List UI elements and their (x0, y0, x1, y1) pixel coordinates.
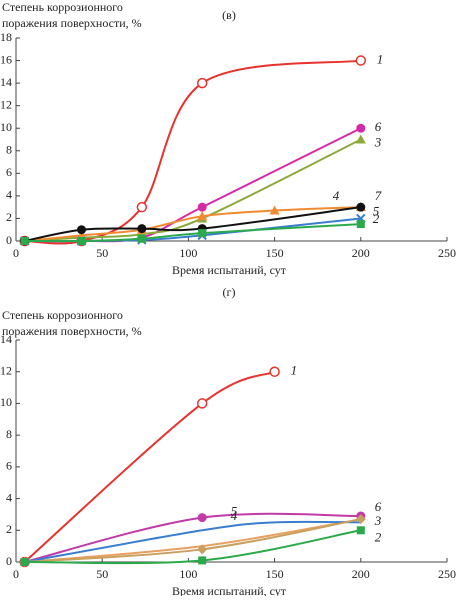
y-tick-label: 6 (6, 459, 12, 473)
y-tick-label: 18 (0, 30, 12, 44)
y-tick-label: 12 (0, 97, 12, 111)
series-line (24, 138, 362, 242)
marker (355, 55, 367, 66)
y-tick-label: 4 (6, 188, 12, 202)
series-line (24, 59, 361, 245)
marker (356, 220, 365, 229)
marker (77, 225, 87, 235)
x-tick-label: 0 (13, 567, 19, 581)
y-tick-label: 16 (0, 52, 12, 66)
y-tick-label: 2 (6, 210, 12, 224)
y-tick-label: 4 (6, 490, 12, 504)
series-name: 4 (231, 508, 238, 523)
marker (269, 205, 280, 215)
series-name: 3 (374, 513, 382, 528)
marker (20, 237, 29, 245)
y-tick-label: 0 (6, 233, 12, 247)
x-tick-label: 200 (352, 567, 370, 581)
chart-title: (в) (222, 8, 236, 22)
y-tick-label: 14 (0, 75, 12, 89)
series-line (24, 223, 361, 243)
x-axis-label: Время испытаний, сут (172, 584, 287, 596)
marker (198, 229, 207, 238)
series-name: 5 (231, 503, 238, 518)
marker (356, 526, 365, 535)
series-name: 1 (377, 52, 384, 67)
marker (198, 556, 207, 565)
marker (355, 514, 366, 525)
marker (196, 398, 208, 409)
series-line (24, 206, 361, 242)
y-tick-label: 6 (6, 165, 12, 179)
marker (20, 558, 29, 566)
series-name: 2 (375, 529, 382, 544)
series-name: 6 (375, 499, 382, 514)
marker (196, 77, 208, 89)
series-name: 3 (374, 134, 382, 149)
x-tick-label: 200 (352, 246, 370, 260)
x-tick-label: 100 (179, 246, 197, 260)
x-tick-label: 250 (438, 246, 456, 260)
marker (355, 134, 366, 144)
x-axis-label: Время испытаний, сут (172, 263, 287, 277)
x-tick-label: 50 (96, 246, 108, 260)
series-name: 5 (373, 203, 380, 218)
y-axis-label: Степень коррозионного (2, 308, 123, 322)
y-tick-label: 10 (0, 120, 12, 134)
marker (356, 202, 366, 212)
y-tick-label: 12 (0, 363, 12, 377)
marker (137, 234, 146, 243)
series-name: 4 (333, 188, 340, 203)
x-tick-label: 50 (96, 567, 108, 581)
marker (269, 366, 280, 377)
x-tick-label: 250 (438, 567, 456, 581)
marker (197, 211, 208, 221)
y-tick-label: 10 (0, 395, 12, 409)
marker (356, 123, 366, 133)
y-tick-label: 8 (6, 427, 12, 441)
y-axis-label: поражения поверхности, % (2, 16, 142, 30)
x-tick-label: 150 (266, 567, 284, 581)
y-tick-label: 2 (6, 522, 12, 536)
series-name: 1 (291, 363, 298, 378)
chart-title: (г) (223, 285, 236, 299)
y-axis-label: поражения поверхности, % (2, 324, 142, 338)
x-tick-label: 100 (179, 567, 197, 581)
series-name: 2 (373, 211, 380, 226)
x-tick-label: 150 (266, 246, 284, 260)
y-tick-label: 8 (6, 143, 12, 157)
marker (197, 544, 208, 555)
marker (77, 237, 86, 245)
marker (197, 513, 207, 523)
series-line (23, 370, 276, 563)
marker (137, 224, 147, 234)
marker (136, 201, 148, 213)
y-tick-label: 14 (0, 332, 12, 346)
series-name: 7 (375, 188, 382, 203)
series-name: 6 (375, 119, 382, 134)
y-tick-label: 0 (6, 554, 12, 568)
marker (197, 202, 207, 212)
series-line (24, 520, 361, 563)
y-axis-label: Степень коррозионного (2, 0, 123, 14)
x-tick-label: 0 (13, 246, 19, 260)
